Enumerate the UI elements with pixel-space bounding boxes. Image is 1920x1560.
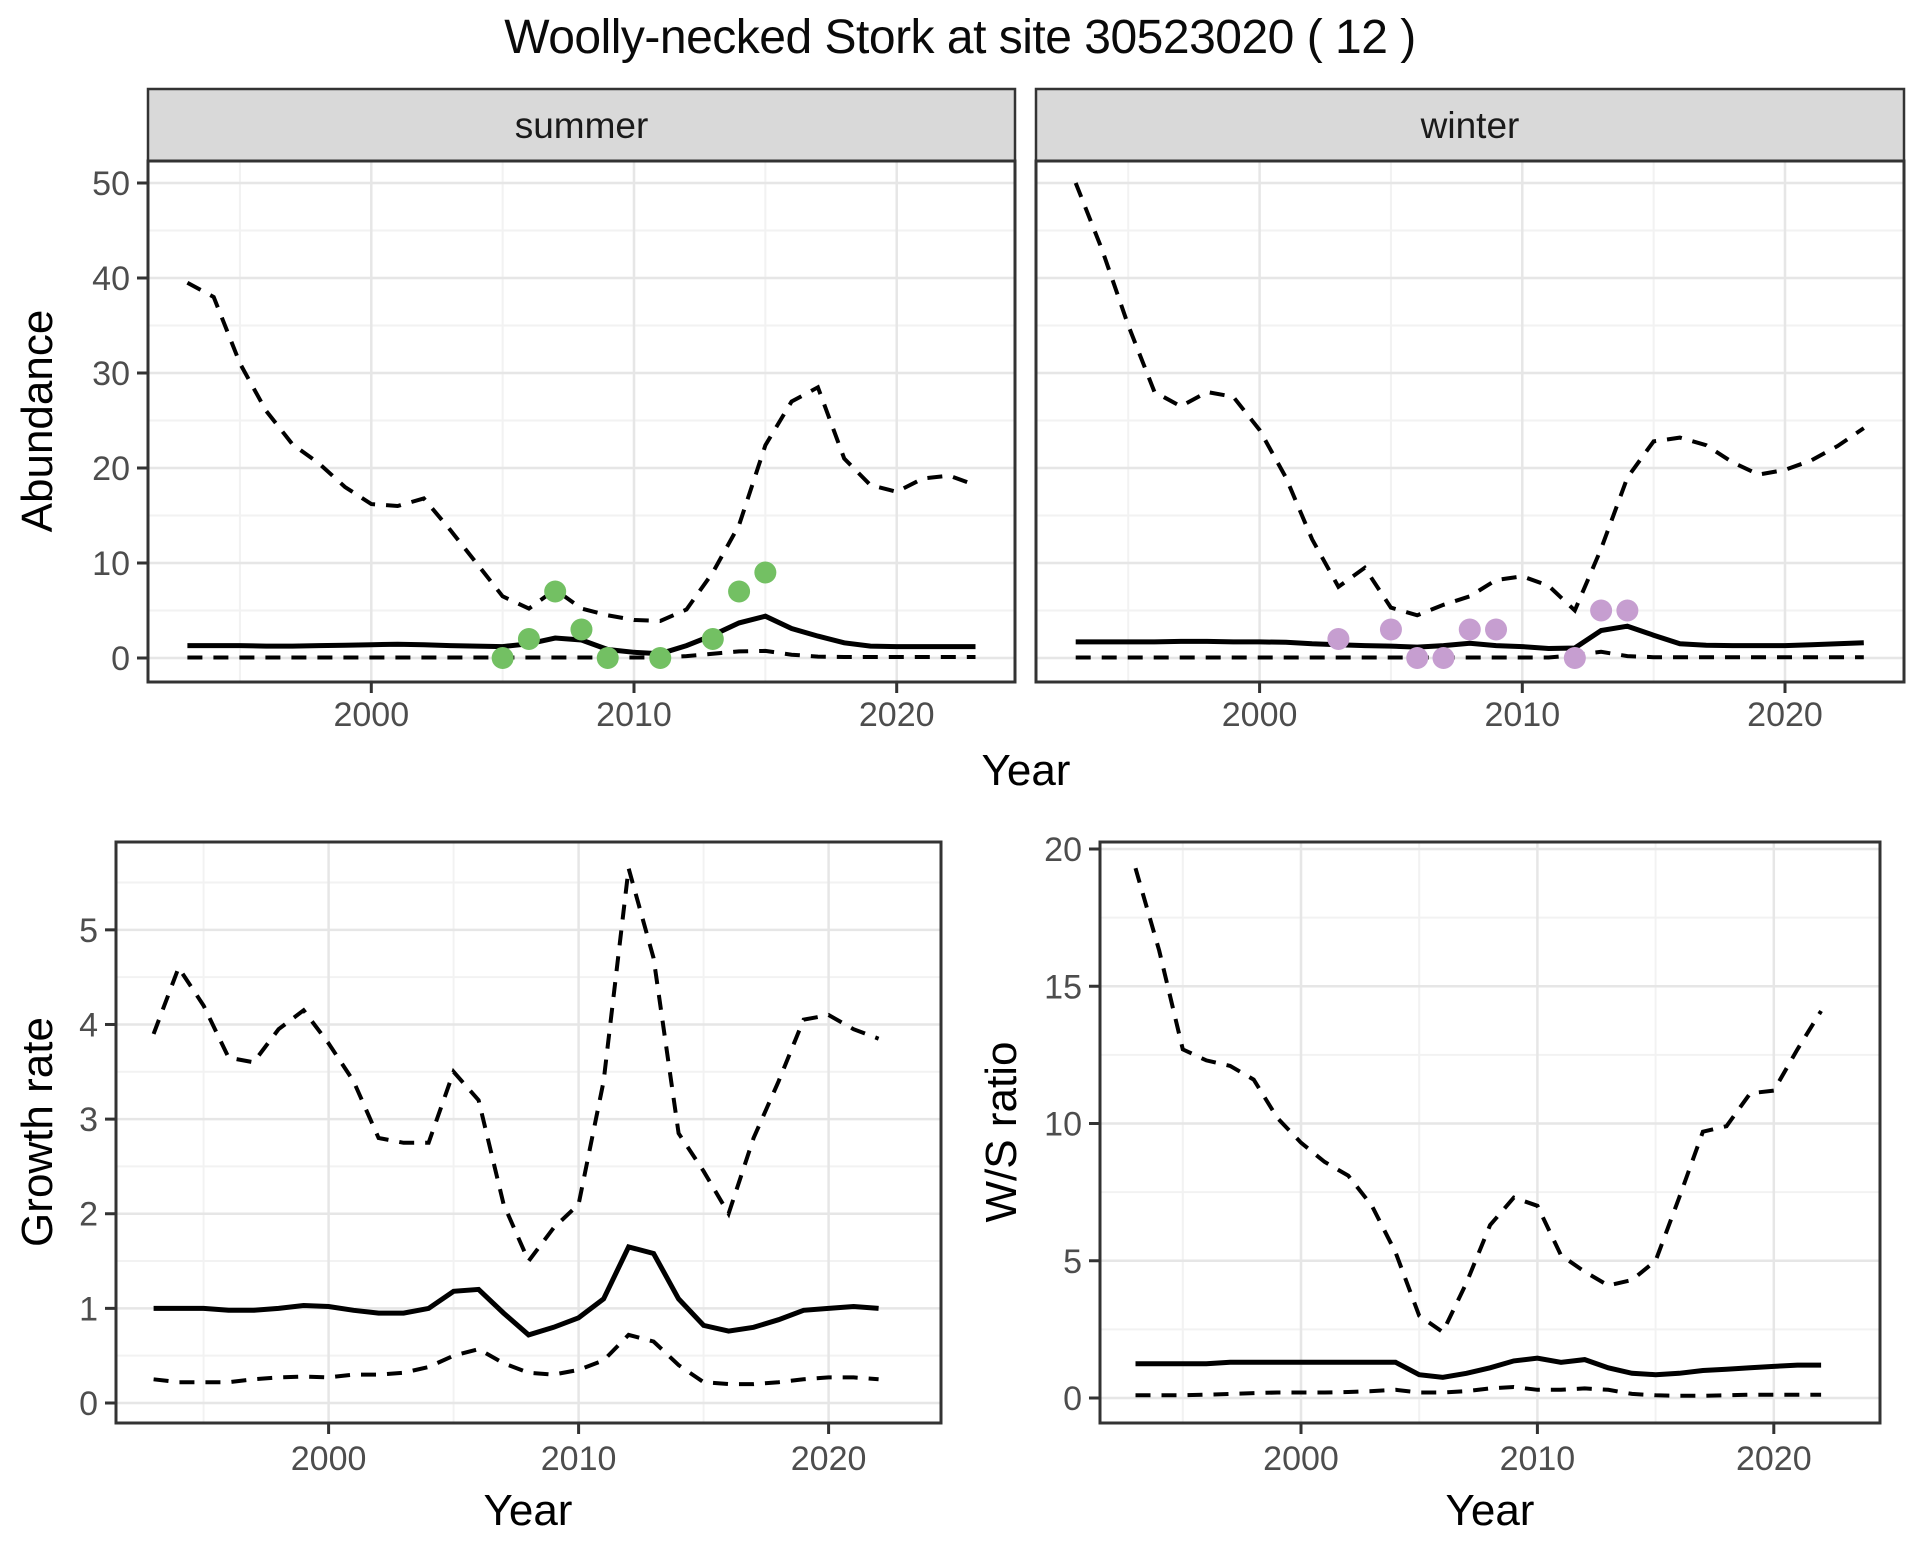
- y-axis-tick-label: 30: [92, 355, 130, 393]
- panel-border: [1098, 840, 1882, 1425]
- series-lower_95ci: [187, 648, 976, 660]
- figure-title: Woolly-necked Stork at site 30523020 ( 1…: [504, 11, 1416, 64]
- x-axis-tick-label: 2010: [596, 696, 672, 734]
- data-layer: [1073, 182, 1865, 669]
- facet-strip-label-summer: summer: [514, 105, 649, 146]
- data-point-winter: [1616, 599, 1639, 622]
- panel-border: [146, 159, 1017, 684]
- data-point-summer: [596, 647, 619, 669]
- data-point-winter: [1327, 628, 1350, 650]
- panel-border: [114, 840, 943, 1425]
- data-layer: [186, 281, 977, 669]
- x-axis-tick-label: 2020: [1736, 1440, 1812, 1478]
- y-axis-tick-label: 5: [79, 912, 98, 950]
- data-point-summer: [701, 628, 724, 650]
- x-axis-tick-label: 2010: [541, 1440, 617, 1478]
- facet-strip-label-winter: winter: [1420, 105, 1520, 146]
- facet-strip: [1034, 87, 1906, 163]
- series-upper_95ci: [1133, 867, 1823, 1336]
- y-axis-title-growth-rate: Growth rate: [13, 1017, 62, 1247]
- x-axis-tick-label: 2000: [1222, 696, 1298, 734]
- series-upper_95ci: [186, 281, 977, 624]
- y-axis-tick-label: 1: [79, 1290, 98, 1328]
- data-point-winter: [1432, 647, 1455, 669]
- panel-border: [1034, 159, 1906, 684]
- data-layer: [151, 867, 880, 1387]
- x-axis-tick-label: 2000: [333, 696, 409, 734]
- data-point-summer: [570, 618, 593, 641]
- x-axis-tick-label: 2000: [1263, 1440, 1339, 1478]
- y-axis-tick-label: 5: [1063, 1243, 1082, 1281]
- y-axis-title-abundance: Abundance: [13, 309, 62, 533]
- x-axis-title-year-top: Year: [981, 746, 1071, 795]
- y-axis-tick-label: 50: [92, 165, 130, 203]
- x-axis-tick-label: 2020: [791, 1440, 867, 1478]
- y-axis-tick-label: 0: [1063, 1380, 1082, 1418]
- series-median: [153, 1243, 879, 1338]
- panel-w-s-ratio: 2000 2010 2020 0 5 10 15 20: [1044, 831, 1882, 1478]
- series-lower_95ci: [153, 1332, 879, 1387]
- series-median: [1135, 1355, 1822, 1380]
- panel-summer: 2000 2010 2020 0 10 20 30 40 50: [92, 87, 1017, 734]
- series-lower_95ci: [1135, 1384, 1822, 1398]
- y-axis-tick-label: 0: [79, 1385, 98, 1423]
- data-point-summer: [544, 580, 567, 603]
- series-upper_95ci: [1073, 182, 1865, 618]
- y-axis-tick-label: 10: [92, 545, 130, 583]
- panel-growth-rate: 2000 2010 2020 0 1 2 3 4 5: [79, 840, 943, 1478]
- data-point-summer: [491, 647, 514, 669]
- x-axis-tick-label: 2010: [1500, 1440, 1576, 1478]
- data-point-summer: [754, 561, 777, 584]
- panel-winter: 2000 2010 2020: [1034, 87, 1906, 734]
- data-point-winter: [1379, 618, 1402, 641]
- data-point-summer: [517, 628, 540, 650]
- y-axis-tick-label: 10: [1044, 1106, 1082, 1144]
- x-axis-tick-label: 2020: [859, 696, 935, 734]
- y-axis-tick-label: 3: [79, 1101, 98, 1139]
- y-axis-tick-label: 2: [79, 1196, 98, 1234]
- y-axis-tick-label: 4: [79, 1006, 98, 1044]
- y-axis-tick-label: 20: [1044, 831, 1082, 869]
- facet-strip: [146, 87, 1017, 163]
- x-axis-title-year-growth: Year: [483, 1486, 573, 1535]
- series-median: [1075, 623, 1864, 652]
- data-point-winter: [1590, 599, 1613, 622]
- x-axis-tick-label: 2010: [1484, 696, 1560, 734]
- series-upper_95ci: [151, 867, 880, 1266]
- data-point-winter: [1563, 647, 1586, 669]
- data-point-summer: [728, 580, 751, 603]
- data-point-winter: [1485, 618, 1508, 641]
- data-layer: [1133, 867, 1823, 1398]
- y-axis-tick-label: 0: [111, 640, 130, 678]
- data-point-summer: [649, 647, 672, 669]
- series-lower_95ci: [1075, 649, 1864, 660]
- y-axis-tick-label: 20: [92, 450, 130, 488]
- data-point-winter: [1458, 618, 1481, 641]
- x-axis-title-year-ws: Year: [1445, 1486, 1535, 1535]
- y-axis-title-ws-ratio: W/S ratio: [977, 1041, 1026, 1223]
- data-point-winter: [1406, 647, 1429, 669]
- x-axis-tick-label: 2000: [291, 1440, 367, 1478]
- y-axis-tick-label: 40: [92, 260, 130, 298]
- x-axis-tick-label: 2020: [1747, 696, 1823, 734]
- y-axis-tick-label: 15: [1044, 968, 1082, 1006]
